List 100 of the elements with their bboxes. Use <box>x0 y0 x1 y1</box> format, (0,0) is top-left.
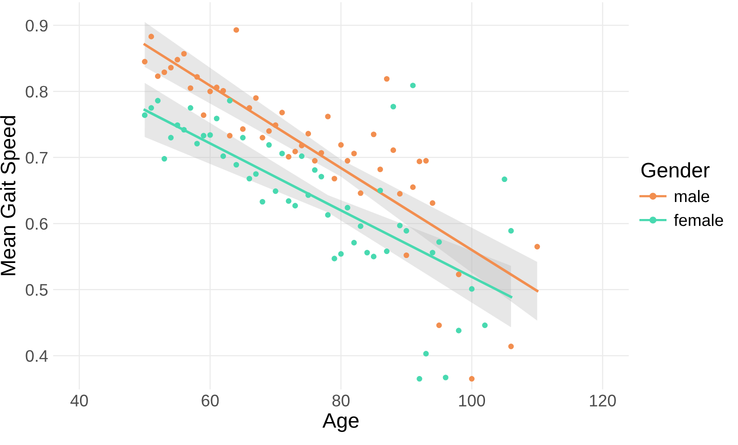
point <box>469 286 475 292</box>
point <box>226 98 233 104</box>
point <box>155 73 161 79</box>
point <box>181 126 187 133</box>
point <box>292 148 298 154</box>
point <box>142 112 148 118</box>
point <box>298 153 304 159</box>
point <box>384 248 390 254</box>
point <box>266 142 272 148</box>
point <box>312 167 318 173</box>
point <box>502 176 508 182</box>
point <box>390 147 396 153</box>
point <box>404 228 410 234</box>
point <box>364 250 370 256</box>
point <box>416 376 422 382</box>
x-tick-label: 120 <box>590 394 616 406</box>
point <box>344 158 350 164</box>
point <box>272 122 278 128</box>
point <box>377 166 383 172</box>
point <box>351 150 357 156</box>
point <box>226 132 233 138</box>
point <box>200 112 206 118</box>
point <box>174 56 180 62</box>
point <box>390 104 396 110</box>
y-axis-title: Mean Gait Speed <box>0 116 20 276</box>
point <box>397 191 403 197</box>
point <box>344 204 350 210</box>
legend-label: female <box>674 214 724 226</box>
point <box>286 198 292 204</box>
point <box>404 252 410 258</box>
point <box>469 376 475 382</box>
point <box>416 158 422 164</box>
x-tick-label: 60 <box>202 394 219 406</box>
legend-title: Gender <box>641 162 710 178</box>
point <box>482 322 488 328</box>
point <box>148 34 154 40</box>
point <box>370 132 376 138</box>
point <box>260 198 266 205</box>
point <box>260 134 266 140</box>
point <box>162 156 168 162</box>
x-axis-title: Age <box>322 413 359 432</box>
point <box>436 239 442 245</box>
point <box>181 50 187 57</box>
y-tick-label: 0.5 <box>26 284 48 296</box>
point <box>292 202 298 208</box>
point <box>332 176 338 182</box>
point <box>246 176 252 182</box>
point <box>174 122 180 128</box>
point <box>318 150 324 156</box>
point <box>200 132 206 138</box>
point <box>266 128 272 134</box>
y-tick-label: 0.9 <box>26 20 48 32</box>
point <box>508 344 514 350</box>
point <box>214 116 220 122</box>
point <box>305 130 312 136</box>
point <box>234 162 240 168</box>
point <box>338 142 344 148</box>
point <box>253 171 259 177</box>
point <box>188 85 194 91</box>
point <box>410 184 416 190</box>
point <box>305 192 312 198</box>
point <box>410 82 416 88</box>
point <box>318 174 324 180</box>
point <box>442 374 448 380</box>
x-tick-label: 40 <box>70 394 88 406</box>
point <box>142 58 148 64</box>
point <box>168 64 174 70</box>
point <box>240 126 246 132</box>
point <box>240 134 246 140</box>
point <box>436 322 442 328</box>
point <box>312 158 318 164</box>
point <box>194 140 200 146</box>
point <box>351 240 357 246</box>
point <box>162 69 168 76</box>
x-tick-label: 80 <box>332 394 350 406</box>
point <box>272 188 278 194</box>
point <box>384 76 390 82</box>
point <box>370 254 376 260</box>
point <box>338 251 344 257</box>
point <box>456 272 462 278</box>
point <box>234 27 240 33</box>
point <box>430 250 436 256</box>
point <box>188 105 194 111</box>
point <box>332 256 338 262</box>
y-tick-label: 0.7 <box>26 152 48 164</box>
point <box>534 244 540 250</box>
point <box>358 190 364 196</box>
point <box>168 134 174 140</box>
legend-label: male <box>674 190 710 202</box>
point <box>148 105 154 111</box>
point <box>220 153 226 159</box>
point <box>220 88 226 94</box>
point <box>430 200 436 206</box>
point <box>508 228 514 234</box>
point <box>207 132 213 138</box>
point <box>279 110 285 116</box>
point <box>456 328 462 334</box>
point <box>377 188 383 194</box>
point <box>253 95 259 101</box>
point <box>279 150 285 156</box>
